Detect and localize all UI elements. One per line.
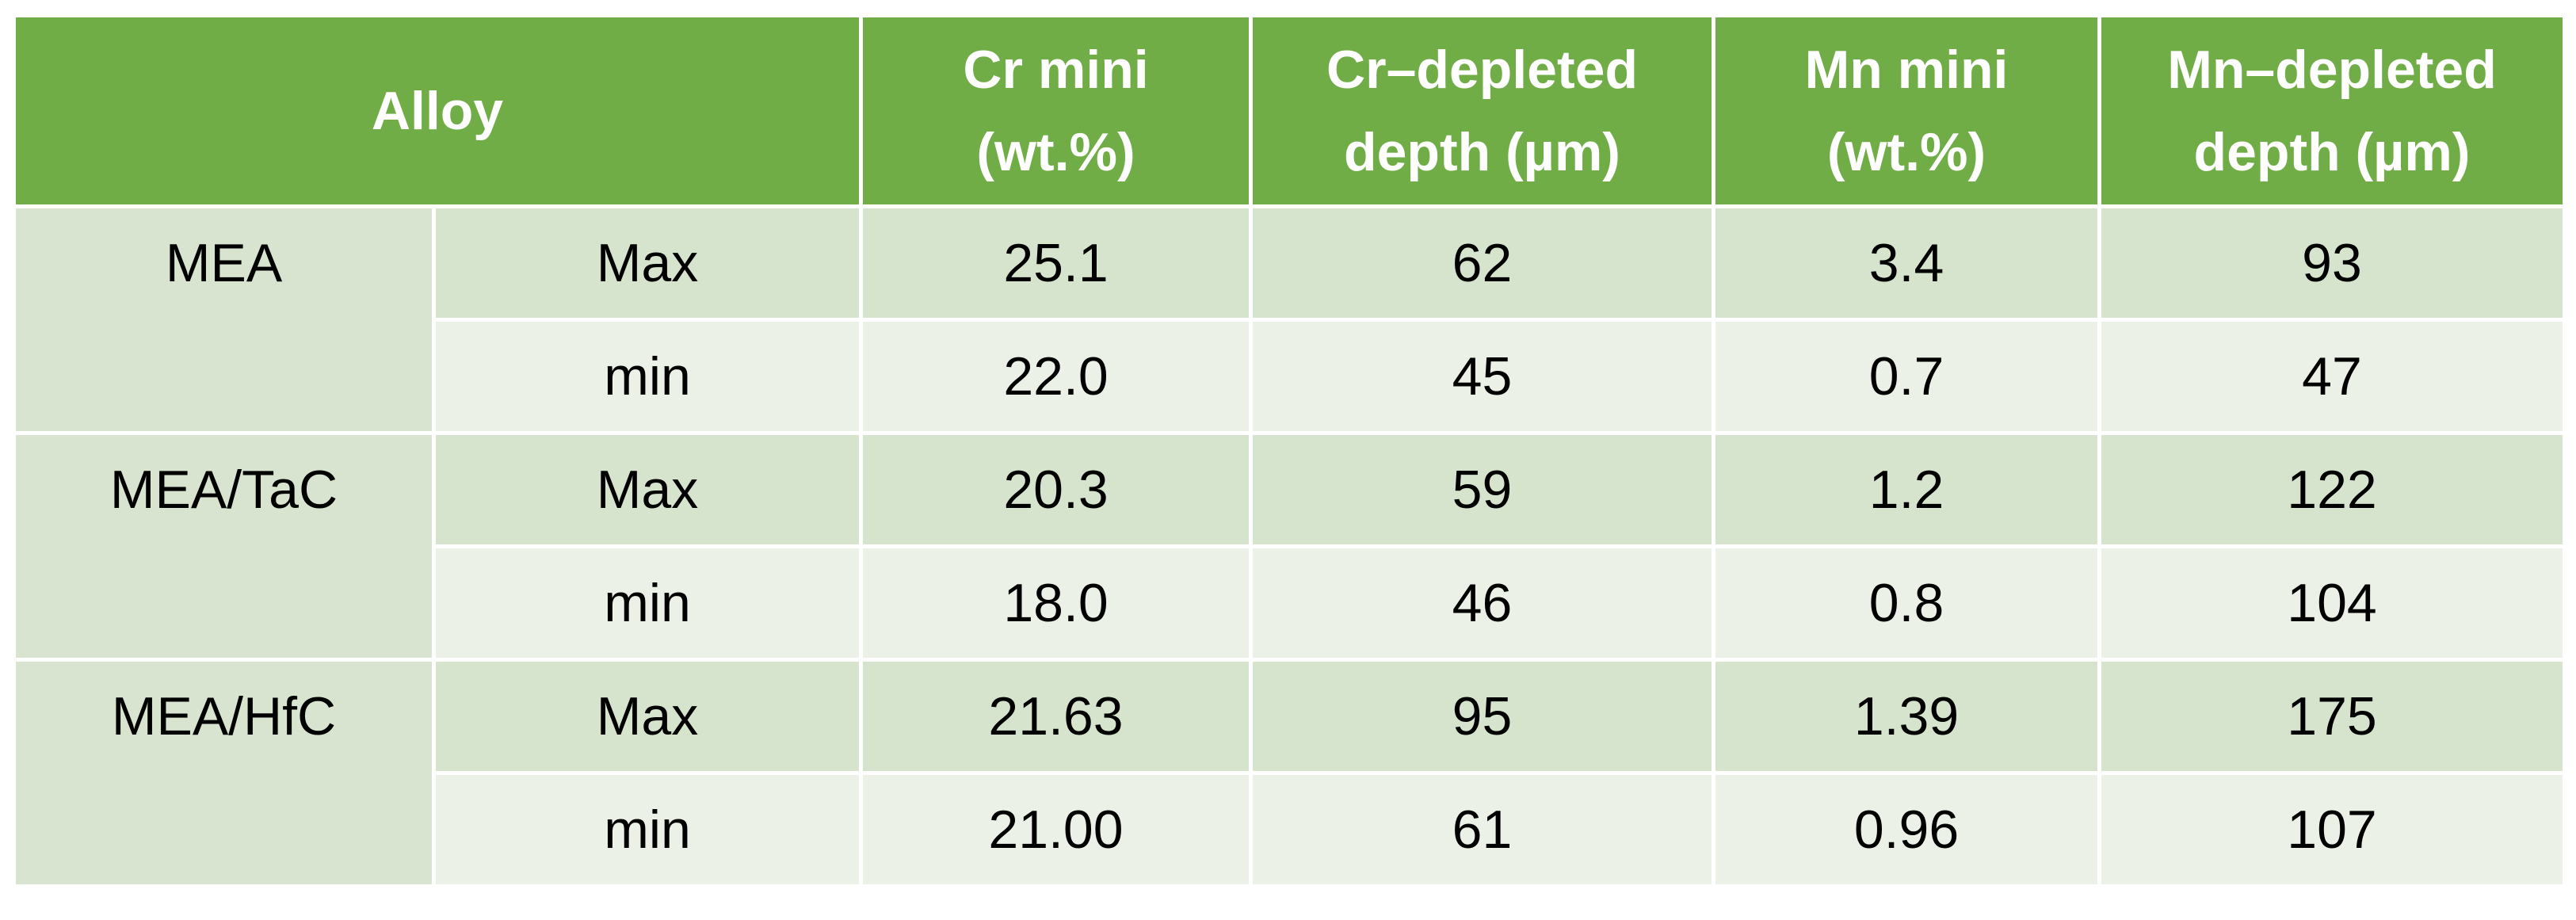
- table-row: min 22.0 45 0.7 47: [14, 318, 2566, 435]
- alloy-cell: MEA/TaC: [12, 431, 436, 662]
- value-cell: 93: [2097, 204, 2566, 322]
- alloy-cell: MEA/HfC: [12, 658, 436, 888]
- value-cell: 1.2: [1712, 431, 2101, 548]
- row-label: Max: [432, 204, 863, 322]
- table-row: min 21.00 61 0.96 107: [14, 771, 2566, 888]
- value-cell: 18.0: [859, 544, 1253, 662]
- value-cell: 95: [1249, 658, 1715, 775]
- value-cell: 0.96: [1712, 771, 2101, 888]
- value-cell: 1.39: [1712, 658, 2101, 775]
- alloy-cell: MEA: [12, 204, 436, 435]
- row-label: min: [432, 318, 863, 435]
- value-cell: 0.7: [1712, 318, 2101, 435]
- table-body: MEA Max 25.1 62 3.4 93 min 22.0 45 0.7 47 MEA/TaC Ma…: [12, 204, 2566, 888]
- value-cell: 175: [2097, 658, 2566, 775]
- table-row: MEA/TaC Max 20.3 59 1.2 122: [12, 431, 2566, 662]
- header-text: (wt.%): [1826, 122, 1986, 182]
- header-text: Mn mini: [1804, 40, 2009, 100]
- row-label: min: [432, 771, 863, 888]
- value-cell: 22.0: [859, 318, 1253, 435]
- value-cell: 104: [2097, 544, 2566, 662]
- header-text: (wt.%): [976, 122, 1135, 182]
- header-cell: Mn mini (wt.%): [1712, 13, 2101, 208]
- value-cell: 122: [2097, 431, 2566, 548]
- value-cell: 20.3: [859, 431, 1253, 548]
- header-text: Mn–depleted: [2167, 40, 2497, 100]
- header-cell: Cr mini (wt.%): [859, 13, 1253, 208]
- header-row: Alloy Cr mini (wt.%) Cr–depleted depth (µm) M…: [12, 13, 2566, 208]
- value-cell: 0.8: [1712, 544, 2101, 662]
- header-cell: Alloy: [12, 13, 863, 208]
- row-label: min: [432, 544, 863, 662]
- value-cell: 3.4: [1712, 204, 2101, 322]
- header-text: depth (µm): [2193, 122, 2471, 182]
- value-cell: 45: [1249, 318, 1715, 435]
- header-text: Cr–depleted: [1326, 40, 1638, 100]
- value-cell: 107: [2097, 771, 2566, 888]
- table-row: MEA Max 25.1 62 3.4 93: [12, 204, 2566, 435]
- row-label: Max: [432, 431, 863, 548]
- value-cell: 46: [1249, 544, 1715, 662]
- table-row: MEA/HfC Max 21.63 95 1.39 175: [12, 658, 2566, 888]
- header-cell: Cr–depleted depth (µm): [1249, 13, 1715, 208]
- value-cell: 25.1: [859, 204, 1253, 322]
- row-label: Max: [432, 658, 863, 775]
- header-text: Cr mini: [963, 40, 1149, 100]
- value-cell: 47: [2097, 318, 2566, 435]
- value-cell: 59: [1249, 431, 1715, 548]
- table-row: min 18.0 46 0.8 104: [14, 544, 2566, 662]
- value-cell: 62: [1249, 204, 1715, 322]
- value-cell: 21.63: [859, 658, 1253, 775]
- value-cell: 21.00: [859, 771, 1253, 888]
- data-table: Alloy Cr mini (wt.%) Cr–depleted depth (µm) M…: [12, 13, 2566, 888]
- header-text: depth (µm): [1344, 122, 1620, 182]
- header-cell: Mn–depleted depth (µm): [2097, 13, 2566, 208]
- value-cell: 61: [1249, 771, 1715, 888]
- header-text: Alloy: [371, 81, 504, 141]
